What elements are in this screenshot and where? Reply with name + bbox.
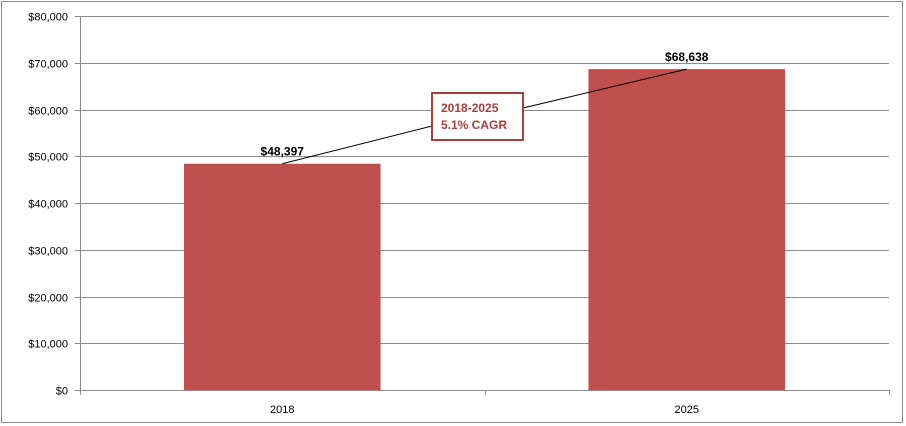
annotation-line-cagr: 5.1% CAGR — [441, 118, 507, 132]
y-tick-label: $70,000 — [28, 59, 68, 71]
data-labels: $48,397 $68,638 — [261, 50, 709, 159]
annotation-leader-line-right — [522, 68, 687, 109]
cagr-annotation: 2018-2025 5.1% CAGR — [282, 68, 687, 165]
y-tick-label: $50,000 — [28, 152, 68, 164]
axes — [75, 16, 890, 395]
y-tick-label: $60,000 — [28, 106, 68, 118]
data-label-2018: $48,397 — [261, 145, 305, 159]
annotation-leader-line-left — [282, 125, 433, 165]
y-tick-label: $30,000 — [28, 246, 68, 258]
annotation-box — [431, 92, 524, 141]
y-tick-label: $80,000 — [28, 12, 68, 24]
bars — [183, 69, 786, 391]
data-label-2025: $68,638 — [665, 50, 709, 64]
y-tick-label: $20,000 — [28, 293, 68, 305]
y-tick-label: $0 — [56, 386, 68, 398]
y-tick-label: $40,000 — [28, 199, 68, 211]
x-tick-label-2025: 2025 — [675, 404, 699, 416]
x-axis-tick-labels: 2018 2025 — [270, 404, 699, 416]
x-tick-label-2018: 2018 — [270, 404, 294, 416]
y-tick-label: $10,000 — [28, 339, 68, 351]
bar-2018 — [183, 163, 381, 390]
bar-2025 — [588, 69, 786, 391]
y-axis-tick-labels: $0 $10,000 $20,000 $30,000 $40,000 $50,000 $60… — [28, 12, 68, 398]
annotation-line-period: 2018-2025 — [441, 101, 499, 115]
